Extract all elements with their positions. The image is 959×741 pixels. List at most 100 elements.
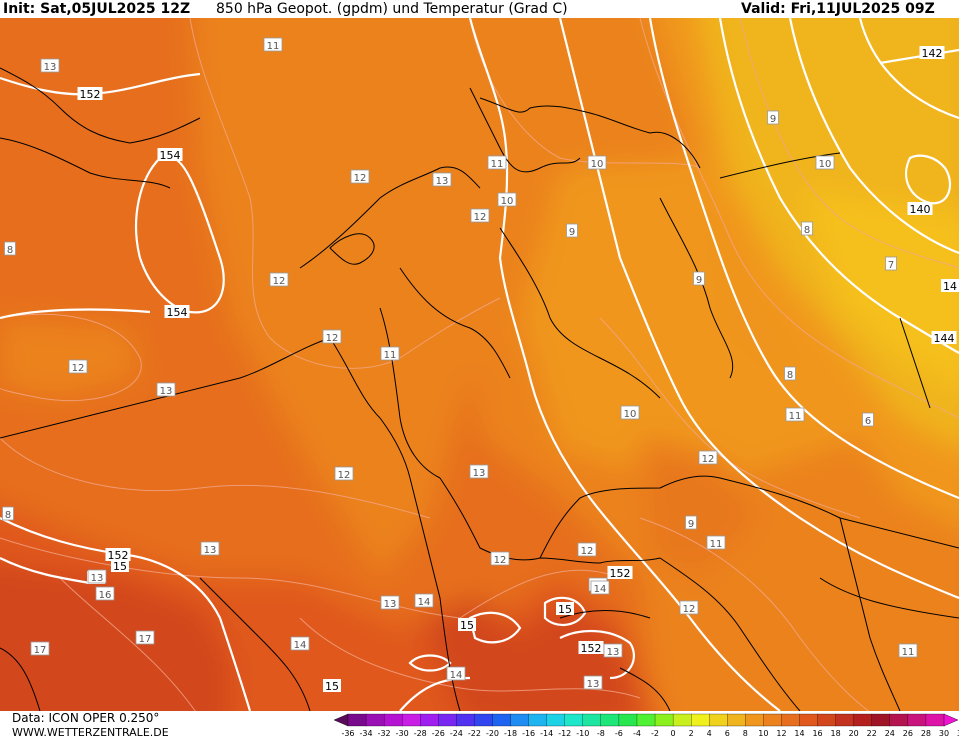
height-label: 140 <box>907 202 933 216</box>
svg-text:12: 12 <box>683 604 696 615</box>
svg-text:15: 15 <box>325 680 339 693</box>
height-label: 154 <box>164 305 190 319</box>
temperature-label: 13 <box>87 569 107 584</box>
temperature-label: 9 <box>767 110 779 125</box>
website-label: WWW.WETTERZENTRALE.DE <box>12 726 169 739</box>
height-label: 154 <box>157 148 183 162</box>
temperature-label: 12 <box>269 272 289 287</box>
color-legend: -36 -34 -32 -30 -28 -26 -24 -22 -20 -18 -16 -14 -12-… <box>334 713 959 738</box>
svg-text:8: 8 <box>804 225 810 236</box>
temperature-label: 16 <box>95 586 115 601</box>
temperature-label: 12 <box>577 542 597 557</box>
legend-swatch <box>672 713 692 727</box>
temperature-label: 12 <box>470 208 490 223</box>
svg-text:8: 8 <box>787 370 793 381</box>
svg-text:10: 10 <box>624 409 637 420</box>
temperature-label: 11 <box>706 535 726 550</box>
height-label: 152 <box>77 87 103 101</box>
height-label: 152 <box>607 566 633 580</box>
svg-text:10: 10 <box>819 159 832 170</box>
svg-text:11: 11 <box>384 350 397 361</box>
legend-tick-label: -12 <box>558 729 571 738</box>
svg-text:13: 13 <box>44 62 57 73</box>
svg-text:10: 10 <box>591 159 604 170</box>
temperature-label: 13 <box>603 643 623 658</box>
legend-tick-label: -2 <box>651 729 659 738</box>
legend-tick-label: -32 <box>378 729 391 738</box>
legend-swatch <box>835 713 855 727</box>
temperature-label: 14 <box>414 593 434 608</box>
temperature-label: 8 <box>801 221 813 236</box>
svg-text:9: 9 <box>688 519 694 530</box>
svg-text:8: 8 <box>7 245 13 256</box>
svg-text:13: 13 <box>91 573 104 584</box>
legend-tick-label: 14 <box>794 729 804 738</box>
legend-swatch <box>691 713 710 727</box>
legend-swatch <box>528 713 548 727</box>
temperature-label: 12 <box>350 169 370 184</box>
svg-text:12: 12 <box>702 454 715 465</box>
temperature-label: 13 <box>380 595 400 610</box>
svg-text:13: 13 <box>607 647 620 658</box>
svg-text:11: 11 <box>789 411 802 422</box>
svg-text:12: 12 <box>72 363 85 374</box>
legend-tick-label: -8 <box>597 729 605 738</box>
temperature-label: 8 <box>2 506 14 521</box>
svg-text:11: 11 <box>710 539 723 550</box>
legend-tick-label: -4 <box>633 729 641 738</box>
svg-text:12: 12 <box>354 173 367 184</box>
legend-swatch <box>600 713 620 727</box>
legend-swatch <box>727 713 746 727</box>
legend-arrow-high <box>943 713 959 727</box>
legend-tick-label: -36 <box>341 729 354 738</box>
svg-text:14: 14 <box>418 597 431 608</box>
legend-swatch <box>709 713 728 727</box>
legend-tick-label: 18 <box>831 729 841 738</box>
legend-swatch <box>907 713 927 727</box>
legend-tick-label: 28 <box>921 729 931 738</box>
height-label: 15 <box>556 602 574 616</box>
svg-text:9: 9 <box>569 227 575 238</box>
temperature-label: 14 <box>290 636 310 651</box>
temperature-label: 12 <box>334 466 354 481</box>
temperature-label: 11 <box>785 407 805 422</box>
svg-text:13: 13 <box>204 545 217 556</box>
temperature-label: 9 <box>566 223 578 238</box>
temperature-label: 10 <box>620 405 640 420</box>
legend-tick-label: 22 <box>867 729 877 738</box>
legend-tick-label: -10 <box>576 729 589 738</box>
legend-tick-label: 26 <box>903 729 913 738</box>
svg-text:13: 13 <box>160 386 173 397</box>
legend-tick-label: 30 <box>939 729 949 738</box>
legend-tick-label: 4 <box>707 729 712 738</box>
svg-text:16: 16 <box>99 590 112 601</box>
temperature-label: 7 <box>885 256 897 271</box>
init-time: Init: Sat,05JUL2025 12Z <box>3 1 191 17</box>
svg-text:12: 12 <box>326 333 339 344</box>
svg-text:12: 12 <box>474 212 487 223</box>
temperature-label: 14 <box>590 580 610 595</box>
chart-title: 850 hPa Geopot. (gpdm) und Temperatur (G… <box>216 1 568 17</box>
svg-text:7: 7 <box>888 260 894 271</box>
temperature-label: 6 <box>862 412 874 427</box>
legend-swatch <box>853 713 873 727</box>
svg-text:6: 6 <box>865 416 871 427</box>
legend-swatch <box>383 713 403 727</box>
svg-text:17: 17 <box>139 634 152 645</box>
svg-text:144: 144 <box>934 332 955 345</box>
legend-tick-label: 32 <box>957 729 959 738</box>
svg-text:15: 15 <box>113 560 127 573</box>
svg-text:13: 13 <box>473 468 486 479</box>
svg-text:9: 9 <box>770 114 776 125</box>
legend-swatch <box>347 713 367 727</box>
svg-text:13: 13 <box>384 599 397 610</box>
svg-text:154: 154 <box>167 306 188 319</box>
temperature-label: 10 <box>497 192 517 207</box>
legend-swatch <box>546 713 566 727</box>
temperature-label: 17 <box>30 641 50 656</box>
temperature-label: 8 <box>4 241 16 256</box>
temperature-label: 9 <box>693 271 705 286</box>
temperature-label: 13 <box>200 541 220 556</box>
weather-map: 152154154142140141441521515152152151515 … <box>0 18 959 711</box>
